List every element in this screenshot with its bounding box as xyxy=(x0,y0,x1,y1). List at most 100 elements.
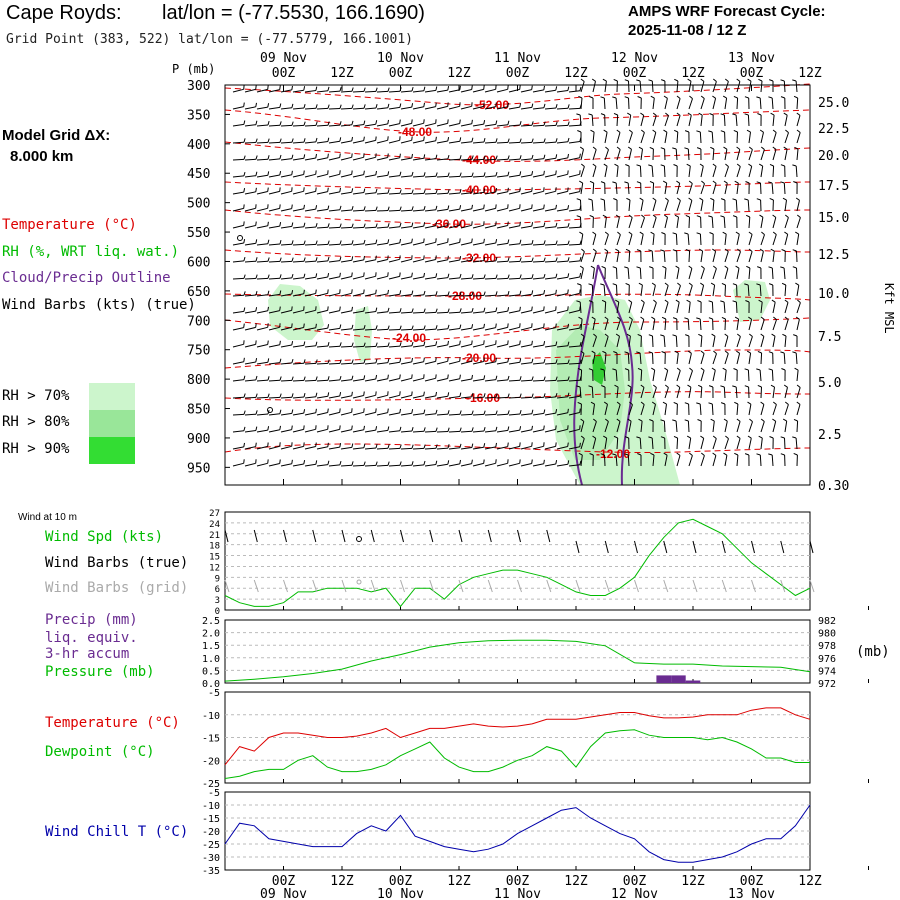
wind-barb xyxy=(592,336,597,348)
wind-speed-tick: 15 xyxy=(209,553,220,563)
wind-barb xyxy=(316,362,329,365)
true-wind-barb xyxy=(487,529,492,543)
wind-barb xyxy=(796,404,801,416)
wind-barb-feather xyxy=(291,425,293,430)
wind-barb xyxy=(448,360,460,365)
wind-barb-feather xyxy=(578,95,583,99)
wind-barb-feather xyxy=(664,197,669,201)
wind-barb-feather xyxy=(722,95,727,99)
wind-barb-feather xyxy=(447,357,449,362)
wind-barb xyxy=(628,217,633,229)
wind-barb-feather xyxy=(375,342,378,347)
wind-barb-feather xyxy=(507,442,509,447)
wind-barb-feather xyxy=(327,272,330,278)
wind-barb xyxy=(772,319,777,331)
wind-barb xyxy=(256,207,268,212)
wind-barb-feather xyxy=(697,419,702,422)
wind-barb-feather xyxy=(495,442,497,447)
wind-barb-feather xyxy=(507,221,509,226)
wind-barb-feather xyxy=(363,87,366,92)
wind-barb-feather xyxy=(483,410,486,415)
wind-barb-feather xyxy=(600,453,605,456)
wind-barb-feather xyxy=(423,391,425,396)
wind-barb xyxy=(412,122,424,127)
wind-barb xyxy=(556,446,568,450)
wind-barb xyxy=(532,89,544,93)
wind-barb xyxy=(712,183,717,195)
true-wind-barb xyxy=(751,540,755,554)
true-wind-barb xyxy=(283,529,287,543)
wind-barb xyxy=(460,141,472,144)
wind-barb-feather xyxy=(700,435,704,439)
wind-barb xyxy=(340,292,352,297)
wind-barb-feather xyxy=(291,240,294,245)
wind-barb-feather xyxy=(793,452,798,456)
wind-barb xyxy=(244,207,256,212)
temperature-tick-label: -20 xyxy=(202,756,220,767)
wind-barb-feather xyxy=(722,367,727,371)
legend-cloud-outline: Cloud/Precip Outline xyxy=(2,270,171,286)
wind-barb-feather xyxy=(603,401,608,405)
wind-barb-feather xyxy=(648,351,653,354)
wind-barb-feather xyxy=(543,138,546,143)
wind-barb-feather xyxy=(435,238,437,243)
wind-barb xyxy=(723,386,726,399)
wind-barb xyxy=(688,115,692,127)
wind-barb xyxy=(352,107,365,110)
wind-barb-feather xyxy=(363,325,366,330)
wind-barb xyxy=(388,378,400,382)
wind-barb-feather xyxy=(712,452,717,456)
wind-barb-feather xyxy=(603,163,608,167)
legend-wind-barbs-true: Wind Barbs (true) xyxy=(45,555,188,571)
wind-barb-feather xyxy=(255,120,258,125)
wind-barb-feather xyxy=(291,340,294,346)
wind-barb xyxy=(460,224,472,229)
station-latlon: lat/lon = (-77.5530, 166.1690) xyxy=(162,2,425,24)
wind-barb xyxy=(783,80,786,93)
wind-barb-feather xyxy=(567,460,570,465)
wind-barb xyxy=(496,310,508,314)
wind-barb-feather xyxy=(648,334,653,337)
wind-barb-feather xyxy=(447,273,450,278)
wind-barb xyxy=(724,336,729,348)
wind-barb-feather xyxy=(708,130,713,133)
wind-barb-feather xyxy=(411,427,414,432)
wind-barb xyxy=(772,165,775,178)
wind-barb-feather xyxy=(555,86,558,91)
wind-barb xyxy=(352,259,364,263)
wind-barb xyxy=(592,132,595,144)
wind-barb-feather xyxy=(411,171,414,177)
wind-barb-feather xyxy=(507,155,510,160)
wind-barb-feather xyxy=(447,154,450,160)
wind-barb-feather xyxy=(627,384,632,388)
wind-barb-feather xyxy=(744,368,749,371)
wind-barb xyxy=(472,88,484,93)
wind-barb-feather xyxy=(375,120,378,125)
wind-barb-feather xyxy=(495,221,497,226)
wind-barb xyxy=(736,353,741,365)
wind-barb xyxy=(508,88,520,93)
wind-barb xyxy=(244,343,256,348)
wind-barb-feather xyxy=(507,340,509,345)
wind-barb xyxy=(280,190,292,195)
wind-barb-feather xyxy=(543,341,546,346)
wind-barb-feather xyxy=(363,223,366,228)
wind-barb-feather xyxy=(279,358,282,363)
wind-barb-feather xyxy=(543,222,546,227)
wind-barb-feather xyxy=(339,153,341,158)
wind-barb xyxy=(364,192,376,195)
wind-barb xyxy=(688,302,691,314)
wind-barb-feather xyxy=(661,232,666,235)
wind-chill-tick-label: -20 xyxy=(202,827,220,838)
date-label-bottom: 11 Nov xyxy=(494,887,541,900)
wind-barb xyxy=(316,226,329,229)
wind-barb-feather xyxy=(315,121,318,126)
wind-barb xyxy=(484,123,496,127)
wind-barb xyxy=(364,259,376,263)
wind-barb xyxy=(663,335,666,348)
wind-barb-feather xyxy=(577,130,582,133)
wind-barb xyxy=(652,302,657,314)
wind-barb-feather xyxy=(796,401,801,405)
wind-barb xyxy=(784,217,789,229)
wind-barb-feather xyxy=(770,384,775,388)
